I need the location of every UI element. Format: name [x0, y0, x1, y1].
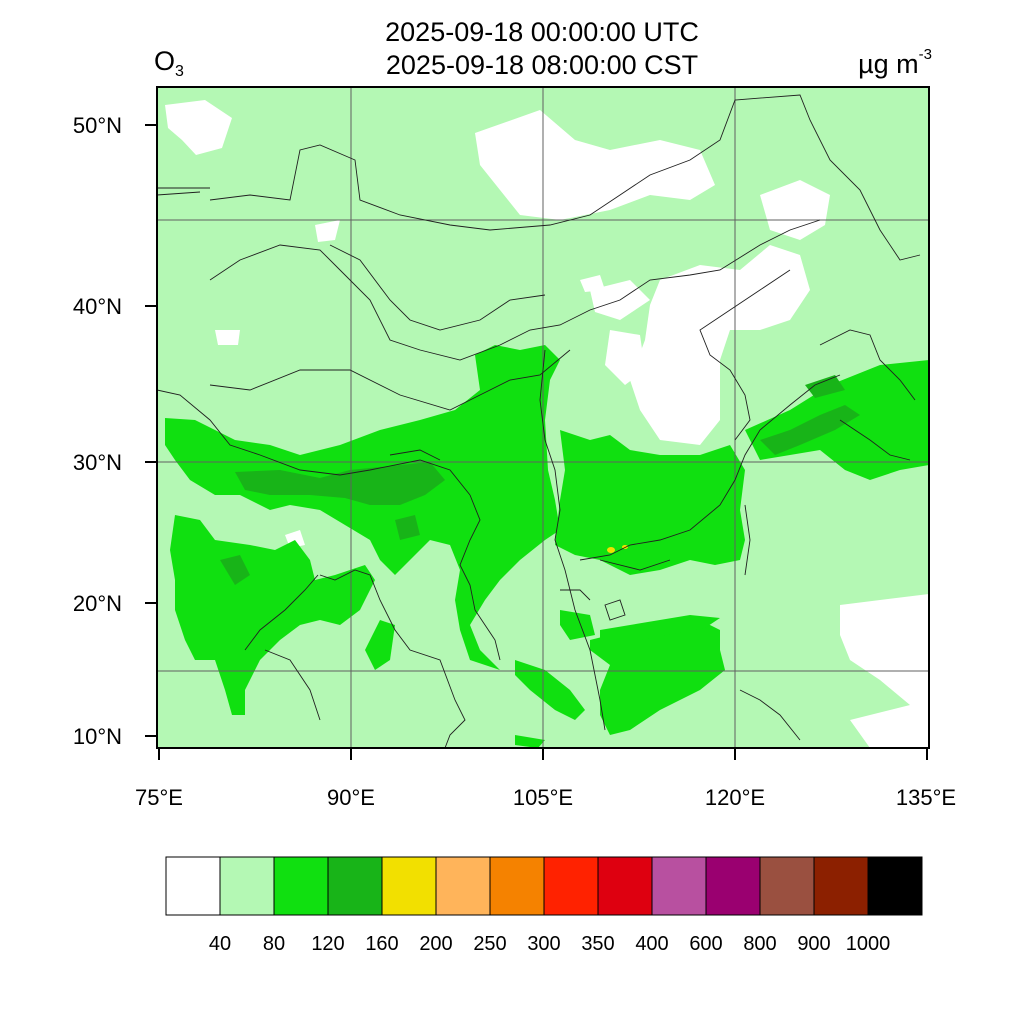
colorbar-swatch-6 [489, 856, 545, 916]
lon-label-135e: 135°E [896, 785, 956, 810]
colorbar-swatch-11 [759, 856, 815, 916]
species-main: O [154, 46, 176, 76]
colorbar-swatch-8 [597, 856, 653, 916]
colorbar-swatch-10 [705, 856, 761, 916]
colorbar-label-800: 800 [743, 933, 776, 955]
lon-label-75e: 75°E [135, 785, 183, 810]
colorbar-swatch-4 [381, 856, 437, 916]
boundaries [157, 94, 921, 748]
species-subscript: 3 [175, 63, 184, 80]
colorbar-label-80: 80 [263, 933, 285, 955]
colorbar-label-40: 40 [209, 933, 231, 955]
colorbar-swatch-9 [651, 856, 707, 916]
ozone-120-160 [220, 375, 860, 585]
colorbar-swatch-0 [165, 856, 221, 916]
colorbar: 40 80 120 160 200 250 300 350 400 600 800 900 1000 [165, 856, 923, 955]
colorbar-label-350: 350 [581, 933, 614, 955]
axis-ticks [145, 124, 928, 760]
title-utc: 2025-09-18 00:00:00 UTC [385, 17, 699, 47]
colorbar-swatch-5 [435, 856, 491, 916]
colorbar-swatch-2 [273, 856, 329, 916]
unit-label: µg m-3 [858, 46, 932, 80]
species-label: O3 [154, 46, 184, 81]
colorbar-label-300: 300 [527, 933, 560, 955]
colorbar-swatch-7 [543, 856, 599, 916]
unit-main: µg m [858, 49, 919, 79]
lon-label-120e: 120°E [705, 785, 765, 810]
lon-label-90e: 90°E [327, 785, 375, 810]
colorbar-label-900: 900 [797, 933, 830, 955]
lat-label-20n: 20°N [73, 591, 122, 616]
colorbar-label-1000: 1000 [846, 933, 891, 955]
colorbar-swatch-1 [219, 856, 275, 916]
map-field [157, 87, 929, 748]
unit-superscript: -3 [918, 46, 932, 63]
lat-label-50n: 50°N [73, 113, 122, 138]
colorbar-label-200: 200 [419, 933, 452, 955]
colorbar-swatch-13 [867, 856, 923, 916]
lat-label-40n: 40°N [73, 294, 122, 319]
lat-label-10n: 10°N [73, 724, 122, 749]
lat-label-30n: 30°N [73, 450, 122, 475]
colorbar-swatch-12 [813, 856, 869, 916]
title-cst: 2025-09-18 08:00:00 CST [385, 50, 699, 80]
colorbar-label-400: 400 [635, 933, 668, 955]
colorbar-swatch-3 [327, 856, 383, 916]
colorbar-label-160: 160 [365, 933, 398, 955]
colorbar-label-600: 600 [689, 933, 722, 955]
ozone-80-120 [165, 345, 929, 748]
lon-label-105e: 105°E [513, 785, 573, 810]
graticule [157, 87, 929, 748]
colorbar-label-120: 120 [311, 933, 344, 955]
colorbar-label-250: 250 [473, 933, 506, 955]
